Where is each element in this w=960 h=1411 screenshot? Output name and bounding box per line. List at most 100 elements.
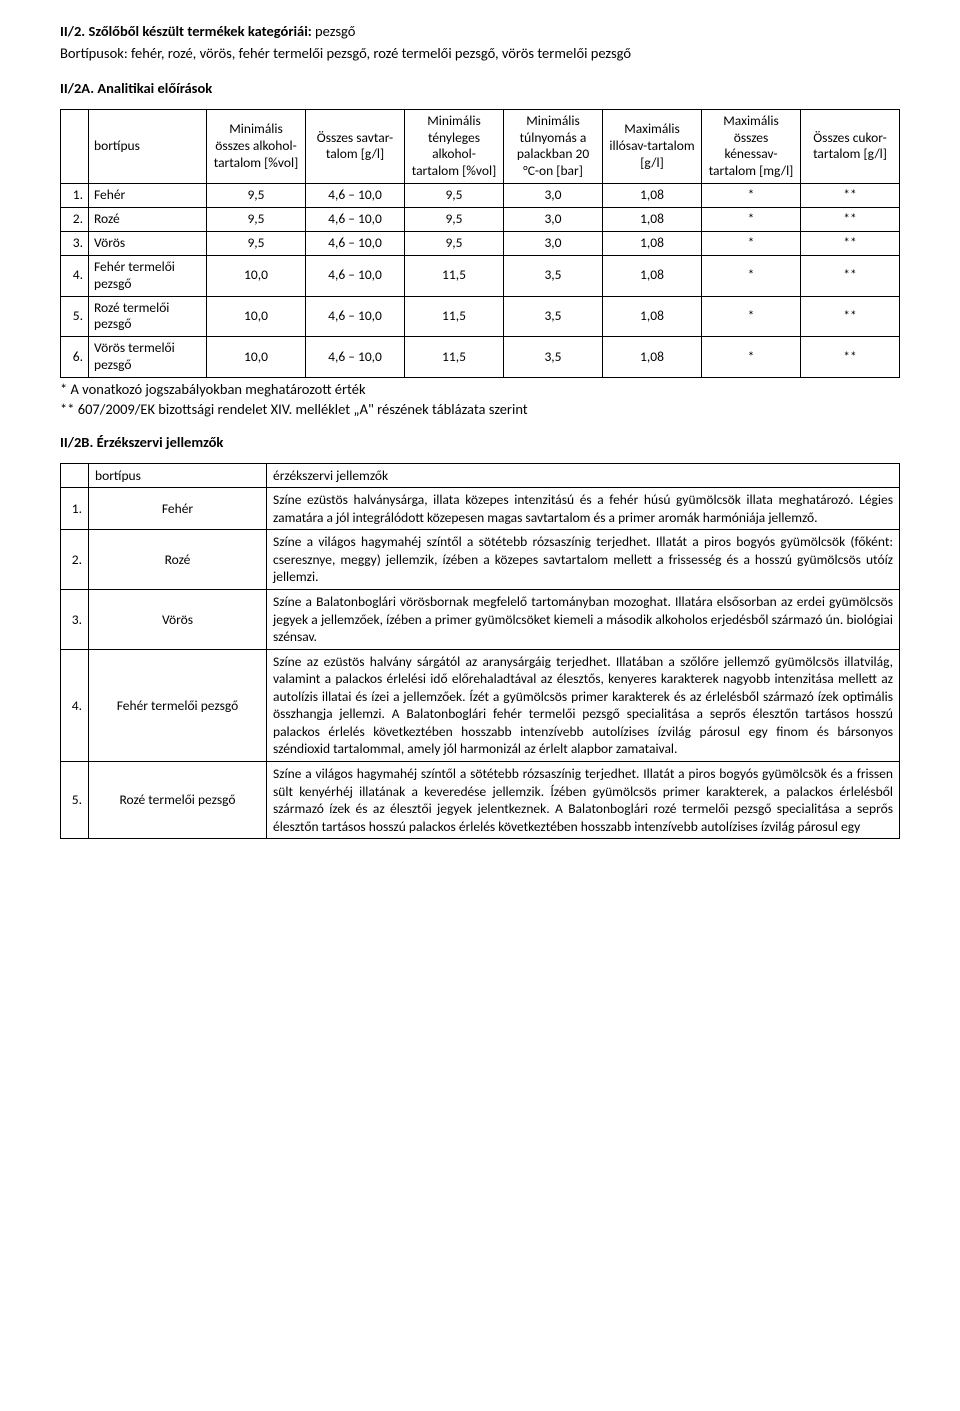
page: II/2. Szőlőből készült termékek kategóri…: [0, 0, 960, 859]
cell: **: [801, 231, 900, 255]
col-h1: Minimális összes alkohol-tartalom [%vol]: [207, 109, 306, 184]
spacer: [60, 455, 900, 463]
cell: 1,08: [603, 255, 702, 296]
col-h5: Maximális illósav-tartalom [g/l]: [603, 109, 702, 184]
table-row: 4.Fehér termelői pezsgő10,04,6 – 10,011,…: [61, 255, 900, 296]
col2-bortipus-header: bortípus: [89, 463, 267, 488]
analytical-table: bortípus Minimális összes alkohol-tartal…: [60, 109, 900, 378]
cell: **: [801, 184, 900, 208]
bortipusok-line: Bortípusok: fehér, rozé, vörös, fehér te…: [60, 44, 900, 64]
cell: *: [702, 296, 801, 337]
col-h6: Maximális összes kénessav-tartalom [mg/l…: [702, 109, 801, 184]
heading-ii2b: II/2B. Érzékszervi jellemzők: [60, 433, 900, 453]
cell: 4,6 – 10,0: [306, 231, 405, 255]
col2-desc-header: érzékszervi jellemzők: [267, 463, 900, 488]
cell: 9,5: [405, 208, 504, 232]
heading-ii2: II/2. Szőlőből készült termékek kategóri…: [60, 22, 900, 42]
table-row: 6.Vörös termelői pezsgő10,04,6 – 10,011,…: [61, 337, 900, 378]
col-h4: Minimális túlnyomás a palackban 20 °C-on…: [504, 109, 603, 184]
heading-ii2a: II/2A. Analitikai előírások: [60, 79, 900, 99]
row-name: Fehér: [89, 184, 207, 208]
row-num: 2.: [61, 208, 89, 232]
row-desc: Színe a Balatonboglári vörösbornak megfe…: [267, 590, 900, 650]
cell: 9,5: [207, 208, 306, 232]
row-name: Rozé: [89, 208, 207, 232]
table-row: 3.VörösSzíne a Balatonboglári vörösborna…: [61, 590, 900, 650]
cell: 4,6 – 10,0: [306, 337, 405, 378]
cell: **: [801, 255, 900, 296]
row-desc: Színe a világos hagymahéj színtől a söté…: [267, 530, 900, 590]
cell: 3,5: [504, 255, 603, 296]
note-2: ** 607/2009/EK bizottsági rendelet XIV. …: [60, 400, 900, 420]
table-row: 5.Rozé termelői pezsgőSzíne a világos ha…: [61, 761, 900, 838]
cell: 9,5: [207, 184, 306, 208]
note-1: * A vonatkozó jogszabályokban meghatároz…: [60, 380, 900, 400]
spacer: [60, 101, 900, 109]
cell: 9,5: [405, 231, 504, 255]
row-num: 1.: [61, 488, 89, 530]
row-name: Rozé termelői pezsgő: [89, 296, 207, 337]
row-name: Fehér: [89, 488, 267, 530]
heading-ii2-bold: II/2. Szőlőből készült termékek kategóri…: [60, 22, 312, 40]
col-h7: Összes cukor-tartalom [g/l]: [801, 109, 900, 184]
table-row: 3.Vörös9,54,6 – 10,09,53,01,08***: [61, 231, 900, 255]
row-num: 4.: [61, 255, 89, 296]
row-name: Vörös: [89, 590, 267, 650]
cell: *: [702, 255, 801, 296]
cell: 11,5: [405, 337, 504, 378]
row-num: 4.: [61, 649, 89, 761]
cell: 10,0: [207, 296, 306, 337]
spacer: [60, 65, 900, 79]
table-row: 2.Rozé9,54,6 – 10,09,53,01,08***: [61, 208, 900, 232]
cell: 10,0: [207, 255, 306, 296]
cell: **: [801, 296, 900, 337]
table-row: 5.Rozé termelői pezsgő10,04,6 – 10,011,5…: [61, 296, 900, 337]
cell: *: [702, 208, 801, 232]
cell: *: [702, 337, 801, 378]
cell: 3,5: [504, 296, 603, 337]
row-num: 3.: [61, 231, 89, 255]
cell: 4,6 – 10,0: [306, 296, 405, 337]
cell: 11,5: [405, 255, 504, 296]
row-name: Vörös: [89, 231, 207, 255]
row-name: Rozé termelői pezsgő: [89, 761, 267, 838]
cell: 3,0: [504, 208, 603, 232]
cell: *: [702, 184, 801, 208]
row-name: Vörös termelői pezsgő: [89, 337, 207, 378]
table-row: 2.RozéSzíne a világos hagymahéj színtől …: [61, 530, 900, 590]
row-name: Rozé: [89, 530, 267, 590]
cell: 1,08: [603, 208, 702, 232]
col-bortipus-header: bortípus: [89, 109, 207, 184]
heading-ii2-rest: pezsgő: [312, 22, 356, 40]
cell: **: [801, 337, 900, 378]
row-num: 6.: [61, 337, 89, 378]
row-num: 5.: [61, 296, 89, 337]
cell: 3,0: [504, 231, 603, 255]
cell: 4,6 – 10,0: [306, 255, 405, 296]
cell: 1,08: [603, 296, 702, 337]
table1-notes: * A vonatkozó jogszabályokban meghatároz…: [60, 380, 900, 419]
row-num: 5.: [61, 761, 89, 838]
table-row: 1.FehérSzíne ezüstös halványsárga, illat…: [61, 488, 900, 530]
cell: 4,6 – 10,0: [306, 184, 405, 208]
table2-header-row: bortípus érzékszervi jellemzők: [61, 463, 900, 488]
cell: 3,5: [504, 337, 603, 378]
row-num: 2.: [61, 530, 89, 590]
col-num-header: [61, 109, 89, 184]
cell: 9,5: [207, 231, 306, 255]
row-desc: Színe a világos hagymahéj színtől a söté…: [267, 761, 900, 838]
row-desc: Színe ezüstös halványsárga, illata közep…: [267, 488, 900, 530]
sensory-table: bortípus érzékszervi jellemzők 1.FehérSz…: [60, 463, 900, 839]
row-num: 3.: [61, 590, 89, 650]
row-name: Fehér termelői pezsgő: [89, 649, 267, 761]
cell: 1,08: [603, 231, 702, 255]
cell: 11,5: [405, 296, 504, 337]
cell: 4,6 – 10,0: [306, 208, 405, 232]
table-header-row: bortípus Minimális összes alkohol-tartal…: [61, 109, 900, 184]
cell: 10,0: [207, 337, 306, 378]
cell: 1,08: [603, 337, 702, 378]
cell: 1,08: [603, 184, 702, 208]
col-h2: Összes savtar-talom [g/l]: [306, 109, 405, 184]
col2-num-header: [61, 463, 89, 488]
cell: 3,0: [504, 184, 603, 208]
